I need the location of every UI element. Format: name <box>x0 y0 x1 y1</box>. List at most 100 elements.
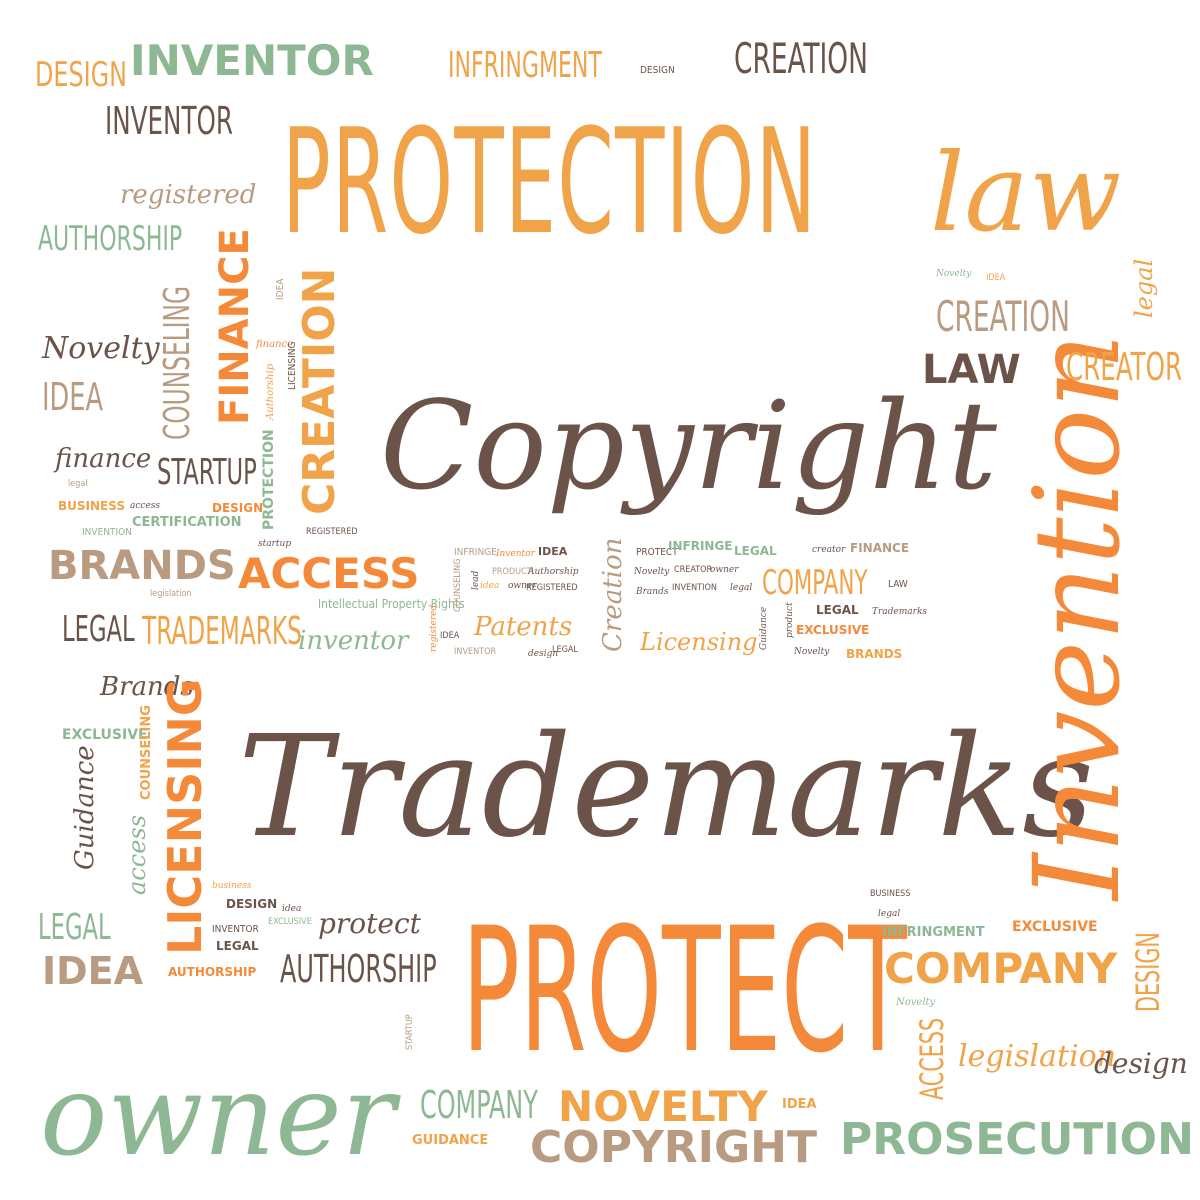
word-copyright-bottom: COPYRIGHT <box>530 1122 818 1173</box>
word-design-tiny-top: DESIGN <box>640 65 675 76</box>
word-access-vertical: access <box>123 814 151 895</box>
word-invention-t2: INVENTION <box>672 583 717 593</box>
word-exclusive-tiny: EXCLUSIVE <box>268 917 312 927</box>
word-legal-mid: LEGAL <box>216 939 259 953</box>
word-finance-vertical: FINANCE <box>212 228 258 425</box>
word-novelty-big: NOVELTY <box>558 1082 768 1131</box>
word-design-topleft: DESIGN <box>35 55 127 95</box>
word-legal-bold-tiny: LEGAL <box>816 603 859 617</box>
word-company-big: COMPANY <box>884 944 1118 993</box>
word-authorship-tiny: Authorship <box>265 363 276 420</box>
word-guidance-vertical: Guidance <box>70 745 100 870</box>
word-invention-vertical: Invention <box>1008 332 1146 900</box>
word-inventor-tiny: INVENTOR <box>212 924 259 935</box>
word-creation-top: CREATION <box>734 34 868 83</box>
word-novelty-br: Novelty <box>896 997 936 1008</box>
word-protection-big: PROTECTION <box>282 98 818 267</box>
word-design-t: design <box>528 649 559 659</box>
word-legal-right-vertical: legal <box>1130 258 1158 318</box>
word-brands-big: BRANDS <box>48 543 236 589</box>
word-idea-left: IDEA <box>42 375 104 419</box>
word-infringe-1: INFRINGE <box>454 547 497 558</box>
word-trademarks-tiny: Trademarks <box>872 607 928 617</box>
word-design-br-vertical: DESIGN <box>1129 932 1167 1012</box>
word-design-small: DESIGN <box>212 501 264 515</box>
word-registered: registered <box>120 180 257 210</box>
word-novelty-tiny: Novelty <box>634 567 670 577</box>
word-guidance-bottom: GUIDANCE <box>412 1133 489 1148</box>
word-authorship-mid: AUTHORSHIP <box>280 947 437 991</box>
word-registered-vertical: registered <box>429 604 439 652</box>
word-protect-tiny: PROTECT <box>636 547 678 558</box>
word-brands-script: Brands <box>100 672 194 702</box>
word-law-right: LAW <box>922 347 1021 393</box>
word-access-tiny: access <box>130 501 161 511</box>
word-idea-t3: IDEA <box>440 631 460 641</box>
word-legal-tiny: legal <box>68 479 88 489</box>
word-owner-t2: owner <box>710 565 739 575</box>
word-exclusive-left: EXCLUSIVE <box>62 727 148 743</box>
word-startup-left: STARTUP <box>157 452 257 493</box>
word-legal-green: LEGAL <box>734 544 777 558</box>
word-legal-l2: LEGAL <box>38 907 111 948</box>
word-business-left: BUSINESS <box>58 499 125 513</box>
word-idea-bold-tiny: IDEA <box>538 545 568 558</box>
word-protect-script: protect <box>318 907 421 940</box>
word-exclusive-br: EXCLUSIVE <box>1012 919 1098 935</box>
word-product-t2: product <box>785 602 795 638</box>
word-finance-left: finance <box>55 444 152 474</box>
word-startup-tiny: startup <box>258 539 292 549</box>
word-prosecution: PROSECUTION <box>840 1114 1194 1165</box>
word-licensing-script: Licensing <box>640 628 758 656</box>
word-protect-big: PROTECT <box>462 890 907 1091</box>
word-novelty-t2: Novelty <box>794 647 830 657</box>
word-trademarks-mid: TRADEMARKS <box>142 609 302 653</box>
word-idea-mid: idea <box>282 904 302 914</box>
word-inventor-t3: INVENTOR <box>454 647 497 657</box>
word-certification: CERTIFICATION <box>132 515 242 530</box>
word-creation-vertical: CREATION <box>294 267 345 515</box>
word-legal-br: legal <box>878 909 901 919</box>
word-counseling-vertical: COUNSELING <box>157 285 198 440</box>
word-authorship-t2: Authorship <box>528 567 579 577</box>
word-infringe-green: INFRINGE <box>668 539 733 553</box>
word-guidance-tiny: Guidance <box>759 606 769 650</box>
word-idea-bottom: IDEA <box>782 1097 817 1112</box>
word-exclusive-mid: EXCLUSIVE <box>796 623 870 637</box>
word-copyright: Copyright <box>380 375 997 517</box>
word-access-big: ACCESS <box>238 549 420 598</box>
word-legal-t2: legal <box>730 583 753 593</box>
word-business-tiny: business <box>212 881 252 891</box>
word-protection-vertical: PROTECTION <box>261 429 277 530</box>
word-novelty-right: Novelty <box>936 269 972 279</box>
word-company-mid: COMPANY <box>762 563 868 603</box>
word-patents: Patents <box>474 612 573 642</box>
word-finance-bold: FINANCE <box>850 541 910 555</box>
word-finance-tiny: finance <box>256 339 294 350</box>
word-creation-vertical2: Creation <box>598 537 628 652</box>
word-creator-tiny: creator <box>812 545 846 555</box>
word-design-mid: DESIGN <box>226 897 278 911</box>
word-trademarks: Trademarks <box>238 706 1095 869</box>
word-owner: owner <box>40 1051 396 1181</box>
word-registered-tiny: REGISTERED <box>306 527 358 537</box>
word-creation-right: CREATION <box>936 292 1070 341</box>
word-owner-tiny: owner <box>508 581 537 591</box>
word-brands-bold-tiny: BRANDS <box>846 647 903 661</box>
word-counseling-small-vertical: COUNSELING <box>139 705 154 800</box>
word-legal-t3: LEGAL <box>552 645 578 655</box>
word-novelty-left: Novelty <box>42 331 160 366</box>
word-creator-t2: CREATOR <box>674 565 713 575</box>
word-law-script: law <box>930 131 1122 256</box>
word-product-tiny: PRODUCT <box>492 567 532 577</box>
word-registered-t2: REGISTERED <box>526 583 578 593</box>
word-inventor-script: inventor <box>298 626 409 656</box>
word-company-bottom: COMPANY <box>420 1083 538 1127</box>
word-idea-right-tiny: IDEA <box>986 273 1006 283</box>
word-idea-t: idea <box>480 581 500 591</box>
word-infringment-br: INFRINGMENT <box>882 925 985 940</box>
word-idea-tiny-vertical: IDEA <box>275 278 286 300</box>
word-ipr: Intellectual Property Rights <box>318 597 465 611</box>
word-law-tiny: LAW <box>888 579 908 590</box>
